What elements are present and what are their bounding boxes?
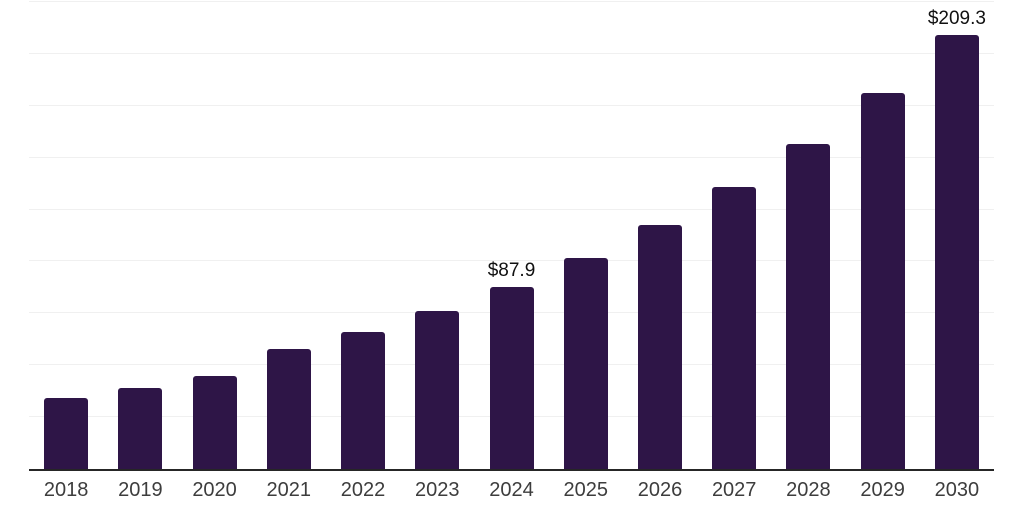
x-tick-2022: 2022 (340, 479, 386, 501)
gridline (29, 1, 994, 3)
bar-2018 (44, 398, 89, 469)
bar-2026 (637, 225, 682, 469)
gridline (29, 156, 994, 158)
bar-2020 (192, 375, 237, 469)
plot-area: $87.9 $209.3 (29, 0, 994, 471)
x-tick-2021: 2021 (266, 479, 312, 501)
bar-2030 (934, 34, 979, 469)
gridline (29, 208, 994, 210)
bar-2024 (489, 286, 534, 469)
x-tick-2025: 2025 (563, 479, 608, 501)
bar-2029 (860, 92, 905, 469)
bar-2022 (341, 332, 386, 469)
x-axis-labels: 2018 2019 2020 2021 2022 2023 2024 2025 2026 2027… (0, 479, 1024, 507)
x-tick-2027: 2027 (711, 479, 757, 501)
bar-2023 (415, 310, 460, 469)
x-tick-2023: 2023 (415, 479, 460, 501)
gridline (29, 104, 994, 106)
bar-2025 (563, 258, 608, 469)
gridline (29, 260, 994, 262)
bar-value-label-2030: $209.3 (927, 7, 986, 29)
x-tick-2030: 2030 (934, 479, 980, 501)
x-tick-2029: 2029 (860, 479, 905, 501)
x-tick-2020: 2020 (192, 479, 237, 501)
x-tick-2019: 2019 (118, 479, 163, 501)
bar-value-label-2024: $87.9 (487, 259, 536, 281)
bar-2027 (712, 187, 757, 469)
x-tick-2018: 2018 (43, 479, 89, 501)
x-tick-2024: 2024 (489, 479, 534, 501)
x-tick-2028: 2028 (786, 479, 831, 501)
gridline (29, 52, 994, 54)
bar-2019 (118, 388, 163, 469)
x-tick-2026: 2026 (637, 479, 683, 501)
bar-2028 (786, 143, 831, 469)
bar-2021 (266, 349, 311, 469)
